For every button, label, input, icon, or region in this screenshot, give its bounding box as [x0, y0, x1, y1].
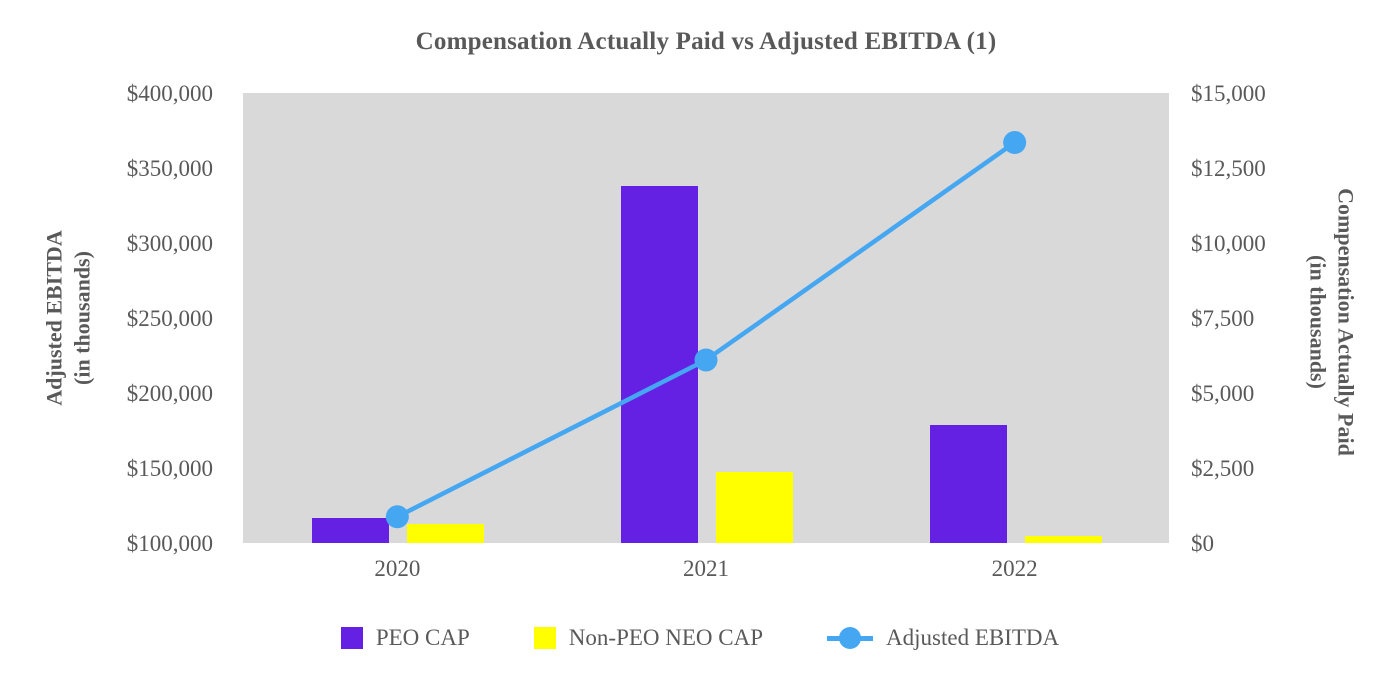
- plot-area: [243, 93, 1169, 543]
- x-axis-label-2022: 2022: [991, 556, 1038, 581]
- left-axis-tick-label: $100,000: [126, 531, 213, 556]
- left-axis-tick-label: $350,000: [126, 156, 213, 181]
- left-axis-tick-label: $300,000: [126, 231, 213, 256]
- legend-swatch-square-icon: [340, 627, 363, 649]
- legend-item-adjusted-ebitda: Adjusted EBITDA: [827, 625, 1059, 651]
- left-axis-tick-label: $400,000: [126, 81, 213, 106]
- left-axis-tick-label: $200,000: [126, 381, 213, 406]
- adjusted-ebitda-line: [396, 140, 1016, 519]
- right-axis-tick-label: $10,000: [1191, 231, 1266, 256]
- left-axis-tick-label: $150,000: [126, 456, 213, 481]
- right-axis-tick-label: $12,500: [1191, 156, 1266, 181]
- chart-legend: PEO CAP Non-PEO NEO CAP Adjusted EBITDA: [0, 625, 1400, 651]
- legend-label-non-peo-neo-cap: Non-PEO NEO CAP: [568, 625, 764, 650]
- legend-swatch-line-marker-icon: [827, 627, 874, 649]
- left-axis-title-line1: Adjusted EBITDA: [41, 230, 67, 406]
- chart-title: Compensation Actually Paid vs Adjusted E…: [415, 28, 997, 55]
- legend-label-adjusted-ebitda: Adjusted EBITDA: [886, 625, 1060, 650]
- line-series-overlay: [385, 131, 1027, 529]
- x-axis-label-2020: 2020: [374, 556, 421, 581]
- right-axis-tick-label: $2,500: [1191, 456, 1255, 481]
- left-axis-tick-label: $250,000: [126, 306, 213, 331]
- right-axis-tick-label: $5,000: [1191, 381, 1255, 406]
- legend-item-peo-cap: PEO CAP: [340, 625, 470, 651]
- right-axis-title: Compensation Actually Paid (in thousands…: [1305, 188, 1360, 456]
- left-axis-title: Adjusted EBITDA (in thousands): [41, 230, 96, 405]
- bar-non-peo-neo-cap-2020: [407, 524, 485, 543]
- legend-swatch-square-icon: [533, 627, 556, 649]
- bar-peo-cap-2021: [621, 186, 698, 543]
- right-axis-tick-label: $15,000: [1191, 81, 1266, 106]
- left-axis-title-line2: (in thousands): [69, 251, 94, 385]
- bar-peo-cap-2022: [929, 425, 1007, 543]
- bar-non-peo-neo-cap-2022: [1024, 536, 1102, 543]
- bar-peo-cap-2020: [312, 518, 390, 543]
- right-axis-title-line2: (in thousands): [1306, 255, 1331, 389]
- right-axis-tick-label: $0: [1191, 531, 1214, 556]
- right-axis-title-line1: Compensation Actually Paid: [1333, 188, 1359, 456]
- legend-label-peo-cap: PEO CAP: [375, 625, 470, 650]
- bar-non-peo-neo-cap-2021: [716, 471, 793, 543]
- legend-marker-dot-icon: [839, 627, 862, 649]
- legend-item-non-peo-neo-cap: Non-PEO NEO CAP: [533, 625, 764, 651]
- adjusted-ebitda-marker-2022: [1003, 131, 1027, 154]
- x-axis-label-2021: 2021: [683, 556, 729, 581]
- right-axis-tick-label: $7,500: [1191, 306, 1255, 331]
